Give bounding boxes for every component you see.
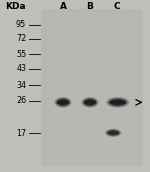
Text: B: B xyxy=(87,2,93,11)
Ellipse shape xyxy=(107,130,119,136)
Ellipse shape xyxy=(81,97,99,108)
Text: 72: 72 xyxy=(16,34,26,43)
Ellipse shape xyxy=(108,98,128,107)
Ellipse shape xyxy=(56,98,70,107)
Ellipse shape xyxy=(54,97,72,108)
Text: 43: 43 xyxy=(16,64,26,73)
Text: KDa: KDa xyxy=(5,2,25,11)
Text: C: C xyxy=(114,2,120,11)
Ellipse shape xyxy=(58,99,68,105)
Ellipse shape xyxy=(106,129,120,136)
Text: 34: 34 xyxy=(16,81,26,90)
Text: 26: 26 xyxy=(16,96,26,105)
Ellipse shape xyxy=(106,97,129,108)
Ellipse shape xyxy=(110,99,126,106)
Text: A: A xyxy=(60,2,66,11)
Ellipse shape xyxy=(107,131,119,135)
Ellipse shape xyxy=(60,100,66,104)
Bar xyxy=(40,9,143,166)
Ellipse shape xyxy=(87,100,93,104)
Ellipse shape xyxy=(105,129,122,137)
Ellipse shape xyxy=(109,131,118,135)
Ellipse shape xyxy=(57,99,69,106)
Ellipse shape xyxy=(84,99,96,106)
Ellipse shape xyxy=(111,99,124,105)
Ellipse shape xyxy=(85,99,95,105)
Ellipse shape xyxy=(83,98,97,107)
Text: 95: 95 xyxy=(16,20,26,29)
Text: 55: 55 xyxy=(16,50,26,59)
Ellipse shape xyxy=(57,100,69,105)
Ellipse shape xyxy=(84,100,96,105)
Ellipse shape xyxy=(110,131,117,135)
Ellipse shape xyxy=(109,100,126,105)
Ellipse shape xyxy=(113,100,122,104)
Text: 17: 17 xyxy=(16,129,26,138)
